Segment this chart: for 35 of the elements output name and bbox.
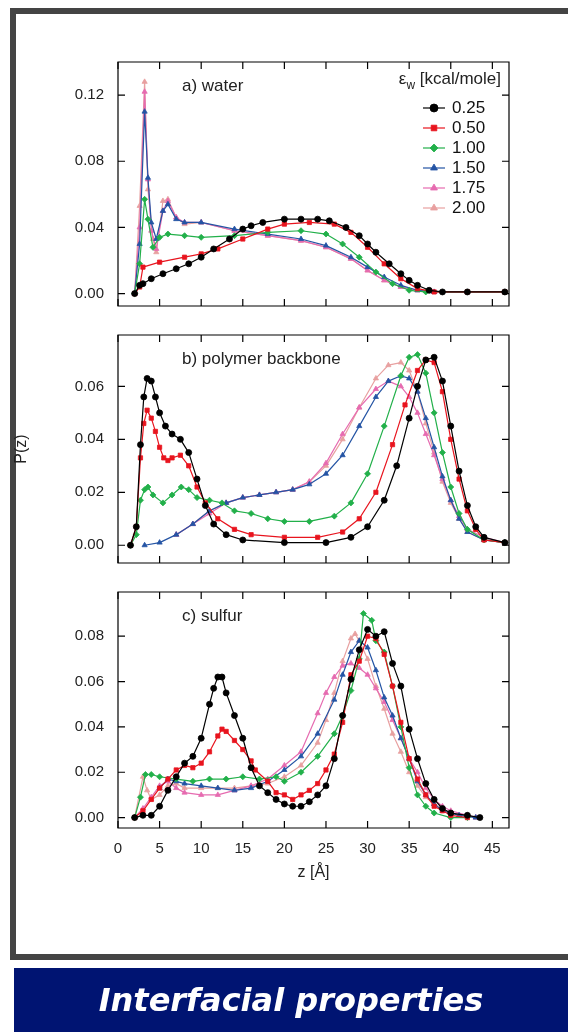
x-tick-label: 45: [484, 839, 501, 857]
legend-label: 1.00: [452, 137, 486, 157]
y-tick-label: 0.06: [74, 671, 104, 689]
y-tick-label: 0.08: [74, 151, 104, 169]
x-tick-label: 40: [442, 839, 460, 857]
x-tick-label: 35: [400, 839, 418, 857]
y-tick-label: 0.12: [74, 85, 104, 103]
legend-label: 2.00: [452, 197, 486, 217]
legend-label: 1.50: [452, 157, 486, 177]
y-tick-label: 0.00: [74, 283, 104, 301]
y-tick-label: 0.00: [74, 535, 104, 553]
x-tick-label: 25: [317, 839, 335, 857]
text: b) polymer backbone: [182, 348, 341, 368]
y-tick-label: 0.04: [74, 217, 104, 235]
x-tick-label: 10: [192, 839, 210, 857]
x-tick-label: 0: [113, 839, 123, 857]
text: a) water: [182, 75, 244, 95]
legend-label: 1.75: [452, 177, 486, 197]
y-tick-label: 0.00: [74, 807, 104, 825]
legend-label: 0.25: [452, 97, 486, 117]
x-tick-label: 30: [359, 839, 376, 857]
y-tick-label: 0.02: [74, 762, 104, 780]
x-tick-label: 5: [155, 839, 164, 857]
x-axis-title: z [Å]: [297, 861, 330, 880]
y-tick-label: 0.04: [74, 429, 104, 447]
y-tick-label: 0.06: [74, 376, 104, 394]
y-tick-label: 0.08: [74, 626, 104, 644]
x-tick-label: 15: [234, 839, 252, 857]
y-tick-label: 0.04: [74, 717, 104, 735]
y-axis-title: P(z): [12, 434, 30, 464]
text: Interfacial properties: [14, 968, 568, 1032]
legend-label: 0.50: [452, 117, 486, 137]
y-tick-label: 0.02: [74, 482, 104, 500]
text: c) sulfur: [182, 605, 243, 625]
x-tick-label: 20: [276, 839, 293, 857]
